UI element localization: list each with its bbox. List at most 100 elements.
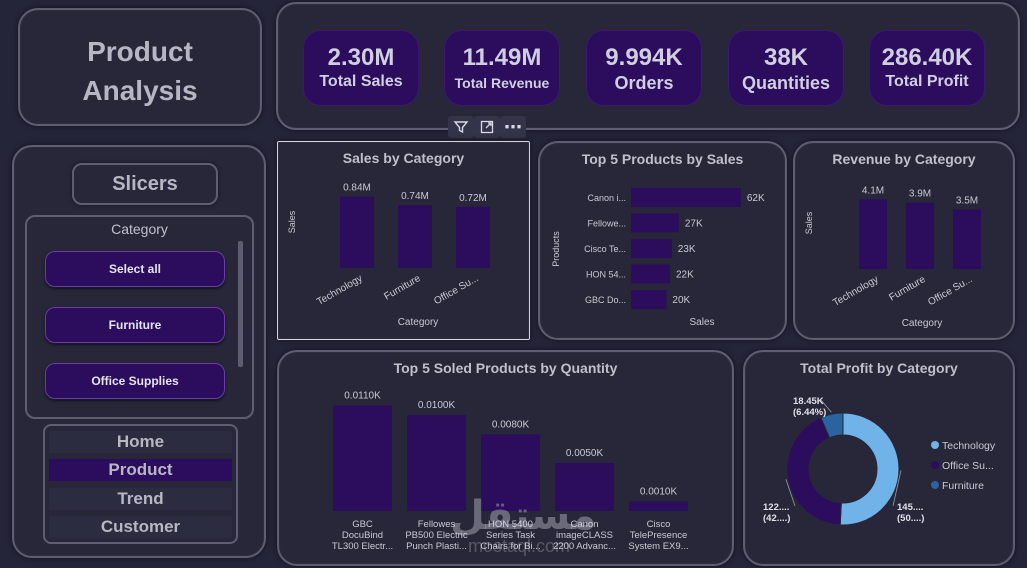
kpi-label: Total Profit (885, 73, 969, 90)
bar (631, 239, 672, 258)
bar (456, 206, 490, 268)
tick-label: 2200 Advanc... (553, 541, 616, 552)
tick-label: Series Task (486, 530, 535, 541)
legend-label: Furniture (942, 480, 984, 492)
category-slicer-title: Category (111, 221, 168, 237)
kpi-card-total-revenue: 11.49M Total Revenue (444, 30, 560, 106)
x-axis-label: Category (902, 318, 943, 329)
report-title-line-1: Product (87, 36, 193, 67)
donut-slice (786, 416, 842, 526)
legend-label: Technology (942, 440, 996, 452)
legend-marker (931, 481, 939, 489)
data-label: 0.0050K (566, 448, 604, 459)
kpi-label: Quantities (741, 73, 830, 93)
tick-label: Furniture (887, 274, 928, 304)
profit-by-category-chart[interactable]: Total Profit by Category 145.... (50....)… (743, 350, 1015, 566)
nav-home[interactable]: Home (49, 431, 232, 453)
bar (555, 463, 614, 511)
top5-products-sales-chart[interactable]: Top 5 Products by Sales Canon i... 62K Fel… (538, 141, 787, 340)
kpi-value: 286.40K (881, 44, 973, 71)
legend-label: Office Su... (942, 460, 994, 472)
bar (859, 199, 887, 269)
bar (906, 202, 934, 269)
kpi-panel: 2.30M Total Sales 11.49M Total Revenue 9… (276, 2, 1020, 130)
data-label: 0.0110K (344, 391, 381, 402)
data-label: 3.9M (909, 189, 931, 200)
tick-label: Fellowe... (587, 219, 626, 229)
tick-label: Technology (831, 274, 880, 309)
tick-label: Office Su... (432, 273, 480, 307)
tick-label: PB500 Electric (405, 530, 468, 541)
y-axis-label: Products (551, 231, 561, 267)
chart-title: Revenue by Category (832, 151, 976, 167)
tick-label: TelePresence (630, 530, 688, 541)
chart-title: Sales by Category (342, 150, 465, 166)
data-label: 0.72M (459, 193, 487, 204)
tick-label: Office Su... (926, 274, 974, 308)
data-label: 22K (676, 270, 694, 281)
slicer-item-select-all[interactable]: Select all (45, 251, 225, 287)
tick-label: GBC Do... (585, 295, 626, 305)
tick-label: Fellowes (418, 519, 456, 530)
profit-by-category-svg: 145....(50....) 122....(42....) 18.45K(6.4… (763, 396, 996, 526)
bar (953, 209, 981, 269)
visual-header-toolbar: ⋯ (448, 116, 526, 138)
y-axis-label: Sales (287, 210, 297, 233)
data-label: 0.0100K (418, 400, 456, 411)
kpi-card-quantities: 38K Quantities (728, 30, 844, 106)
slicer-scrollbar[interactable] (238, 241, 243, 367)
kpi-label: Total Revenue (454, 75, 550, 91)
data-label: 3.5M (956, 196, 978, 207)
data-label: 0.0010K (640, 486, 678, 497)
leader-line (785, 479, 796, 507)
kpi-card-orders: 9.994K Orders (586, 30, 702, 106)
sales-by-category-chart[interactable]: Sales by Category 0.84M Technology 0.74M Fu… (277, 141, 530, 340)
tick-label: System EX9... (628, 541, 688, 552)
bar (481, 434, 540, 511)
data-label: 0.84M (343, 183, 371, 194)
chart-title: Total Profit by Category (800, 360, 958, 376)
data-label: 122.... (763, 502, 789, 513)
data-label: 23K (678, 244, 696, 255)
bar (631, 213, 679, 233)
data-label: 4.1M (862, 185, 884, 196)
tick-label: Technology (315, 273, 364, 308)
slicers-heading: Slicers (72, 163, 218, 205)
top5-sold-quantity-chart[interactable]: Top 5 Soled Products by Quantity 0.0110K… (277, 350, 734, 566)
report-title-line-2: Analysis (82, 75, 198, 106)
data-label: 62K (747, 193, 765, 204)
nav-product[interactable]: Product (49, 459, 232, 481)
nav-customer[interactable]: Customer (49, 516, 232, 538)
tick-label: DocuBind (342, 530, 383, 541)
x-axis-label: Category (398, 317, 439, 328)
leader-line (892, 470, 902, 507)
donut-slice (839, 412, 900, 526)
slicer-item-furniture[interactable]: Furniture (45, 307, 225, 343)
filter-icon[interactable] (448, 116, 474, 138)
data-label: 20K (672, 295, 690, 306)
tick-label: Chairs for Bi... (480, 541, 540, 552)
tick-label: Canon i... (587, 193, 626, 203)
more-options-icon[interactable]: ⋯ (500, 116, 526, 138)
y-axis-label: Sales (804, 211, 814, 234)
kpi-value: 11.49M (462, 44, 542, 71)
chart-title: Top 5 Products by Sales (581, 151, 744, 167)
revenue-by-category-chart[interactable]: Revenue by Category 4.1M Technology 3.9M Fu… (793, 141, 1015, 340)
tick-label: Cisco (647, 519, 671, 530)
tick-label: imageCLASS (556, 530, 613, 541)
tick-label: TL300 Electr... (332, 541, 393, 552)
sales-by-category-svg: 0.84M Technology 0.74M Furniture 0.72M Office… (287, 183, 490, 328)
data-label: 0.0080K (492, 419, 530, 430)
revenue-by-category-svg: 4.1M Technology 3.9M Furniture 3.5M Office Su… (804, 185, 981, 329)
kpi-card-total-sales: 2.30M Total Sales (303, 30, 419, 106)
kpi-label: Orders (614, 73, 674, 93)
bar (631, 264, 670, 284)
slicer-item-office-supplies[interactable]: Office Supplies (45, 363, 225, 399)
tick-label: Punch Plasti... (406, 541, 467, 552)
legend-marker (931, 461, 939, 469)
category-slicer: Category Select all Furniture Office Sup… (25, 215, 254, 419)
bar (631, 188, 741, 207)
nav-trend[interactable]: Trend (49, 488, 232, 510)
focus-mode-icon[interactable] (474, 116, 500, 138)
legend-marker (931, 441, 939, 449)
